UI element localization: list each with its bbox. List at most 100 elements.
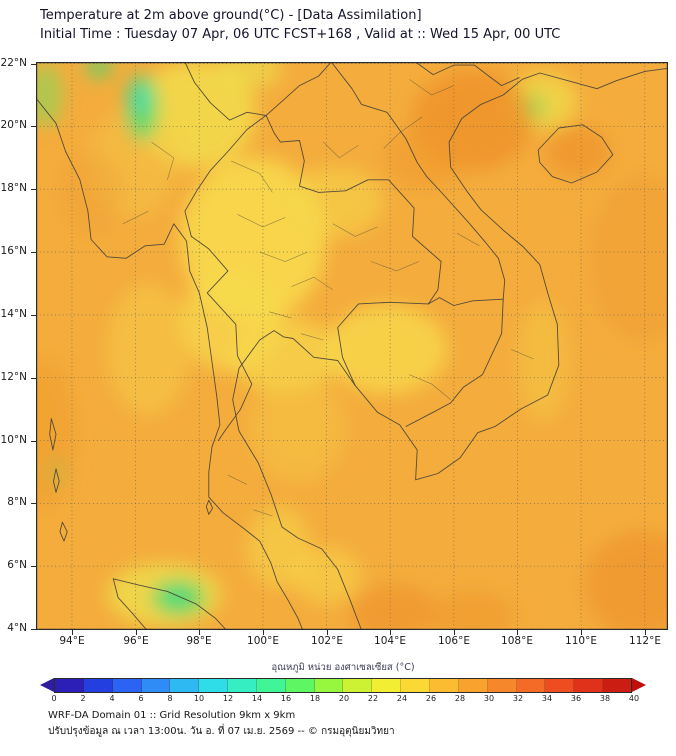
map-border-line xyxy=(332,223,378,237)
map-border-line xyxy=(415,62,520,87)
map-border-line xyxy=(184,62,267,121)
colorbar-tick-label: 20 xyxy=(338,694,350,703)
colorbar-tick-label: 12 xyxy=(222,694,234,703)
colorbar-tick-label: 32 xyxy=(512,694,524,703)
temperature-blob xyxy=(36,63,63,127)
colorbar-tick-label: 26 xyxy=(425,694,437,703)
map-plot xyxy=(36,62,668,630)
temperature-blob xyxy=(431,591,515,630)
colorbar-tick-label: 24 xyxy=(396,694,408,703)
colorbar-tick-label: 40 xyxy=(628,694,640,703)
colorbar-segment xyxy=(401,678,430,692)
x-axis-tick-mark xyxy=(645,630,646,635)
map-border-line xyxy=(53,468,60,493)
map-border-line xyxy=(112,578,227,630)
temperature-blob xyxy=(590,176,668,341)
map-border-line xyxy=(230,160,273,193)
y-axis-tick-mark xyxy=(31,441,36,442)
map-subtitle: Initial Time : Tuesday 07 Apr, 06 UTC FC… xyxy=(40,27,561,42)
map-border-line xyxy=(59,521,68,542)
map-border-line xyxy=(265,62,332,116)
colorbar-segment xyxy=(256,678,286,692)
colorbar-tick-label: 4 xyxy=(109,694,115,703)
x-axis-tick-mark xyxy=(72,630,73,635)
colorbar-segment xyxy=(228,678,257,692)
y-axis-tick-mark xyxy=(31,566,36,567)
footer: WRF-DA Domain 01 :: Grid Resolution 9km … xyxy=(48,708,395,740)
map-border-line xyxy=(337,301,429,387)
temperature-blobs xyxy=(36,62,668,630)
y-axis-tick-mark xyxy=(31,315,36,316)
temperature-blob xyxy=(326,305,448,394)
temperature-blob xyxy=(107,283,190,416)
y-axis-tick-mark xyxy=(31,503,36,504)
colorbar-segment xyxy=(285,678,315,692)
colorbar-segments xyxy=(54,677,632,693)
y-axis-tick-label: 20°N xyxy=(0,119,27,132)
y-axis-tick-label: 6°N xyxy=(7,559,27,572)
colorbar-tick-label: 38 xyxy=(599,694,611,703)
map-border-line xyxy=(510,349,534,360)
map-border-line xyxy=(269,311,292,319)
country-borders xyxy=(36,62,668,630)
y-axis-tick-label: 12°N xyxy=(0,370,27,383)
x-axis-tick-label: 112°E xyxy=(629,635,661,647)
colorbar-title: อุณหภูมิ หน่วย องศาเซลเซียส (°C) xyxy=(271,662,415,673)
map-border-line xyxy=(405,298,504,427)
map-border-line xyxy=(409,374,451,400)
footer-update-info: ปรับปรุงข้อมูล ณ เวลา 13:00น. วัน อ. ที่… xyxy=(48,726,395,737)
x-axis-tick-label: 100°E xyxy=(247,635,279,647)
colorbar-segment xyxy=(343,678,373,692)
colorbar-segment xyxy=(314,678,344,692)
map-border-line xyxy=(259,251,308,262)
footer-domain-info: WRF-DA Domain 01 :: Grid Resolution 9km … xyxy=(48,710,296,721)
y-axis-tick-label: 18°N xyxy=(0,182,27,195)
map-border-line xyxy=(227,474,248,485)
temperature-blob xyxy=(132,82,149,114)
colorbar-segment xyxy=(429,678,459,692)
map-border-line xyxy=(409,79,454,96)
colorbar-tick-label: 10 xyxy=(193,694,205,703)
map-border-line xyxy=(205,499,214,515)
map-border-line xyxy=(265,114,442,305)
map-border-line xyxy=(383,116,423,149)
colorbar-tick-label: 28 xyxy=(454,694,466,703)
map-border-line xyxy=(537,124,614,184)
map-border-line xyxy=(232,67,668,630)
x-axis-tick-label: 96°E xyxy=(123,635,149,647)
colorbar-segment xyxy=(574,678,604,692)
header: Temperature at 2m above ground(°C) - [Da… xyxy=(40,6,560,44)
map-border-line xyxy=(49,418,57,451)
colorbar-tick-label: 16 xyxy=(280,694,292,703)
y-axis-tick-mark xyxy=(31,252,36,253)
x-axis-tick-label: 108°E xyxy=(501,635,533,647)
x-axis: 94°E 96°E 98°E 100°E 102°E 104°E 106°E 108°E 110… xyxy=(36,630,668,650)
map-border-line xyxy=(323,141,359,159)
x-axis-tick-label: 98°E xyxy=(186,635,212,647)
map-border-line xyxy=(151,141,175,180)
y-axis-tick-label: 22°N xyxy=(0,56,27,69)
temperature-blob xyxy=(584,531,668,630)
temperature-map-svg xyxy=(36,62,668,630)
x-axis-tick-label: 110°E xyxy=(565,635,597,647)
colorbar-segment xyxy=(170,678,200,692)
map-border-line xyxy=(190,235,253,442)
colorbar-tick-label: 0 xyxy=(51,694,57,703)
temperature-blob xyxy=(59,151,123,234)
x-axis-tick-mark xyxy=(517,630,518,635)
map-border-line xyxy=(291,276,334,291)
map-border-line xyxy=(36,97,304,630)
colorbar-tick-label: 22 xyxy=(367,694,379,703)
colorbar-tick-label: 6 xyxy=(138,694,144,703)
temperature-blob xyxy=(218,62,282,89)
colorbar-segment xyxy=(141,678,171,692)
x-axis-tick-label: 102°E xyxy=(311,635,343,647)
y-axis-tick-mark xyxy=(31,629,36,630)
map-border-line xyxy=(301,333,324,341)
temperature-blob xyxy=(288,167,384,237)
y-axis-tick-label: 16°N xyxy=(0,245,27,258)
y-axis-tick-label: 10°N xyxy=(0,433,27,446)
x-axis-tick-mark xyxy=(454,630,455,635)
colorbar-block: อุณหภูมิ หน่วย องศาเซลเซียส (°C) 0 2 4 6 8 10… xyxy=(40,660,646,705)
x-axis-tick-mark xyxy=(327,630,328,635)
